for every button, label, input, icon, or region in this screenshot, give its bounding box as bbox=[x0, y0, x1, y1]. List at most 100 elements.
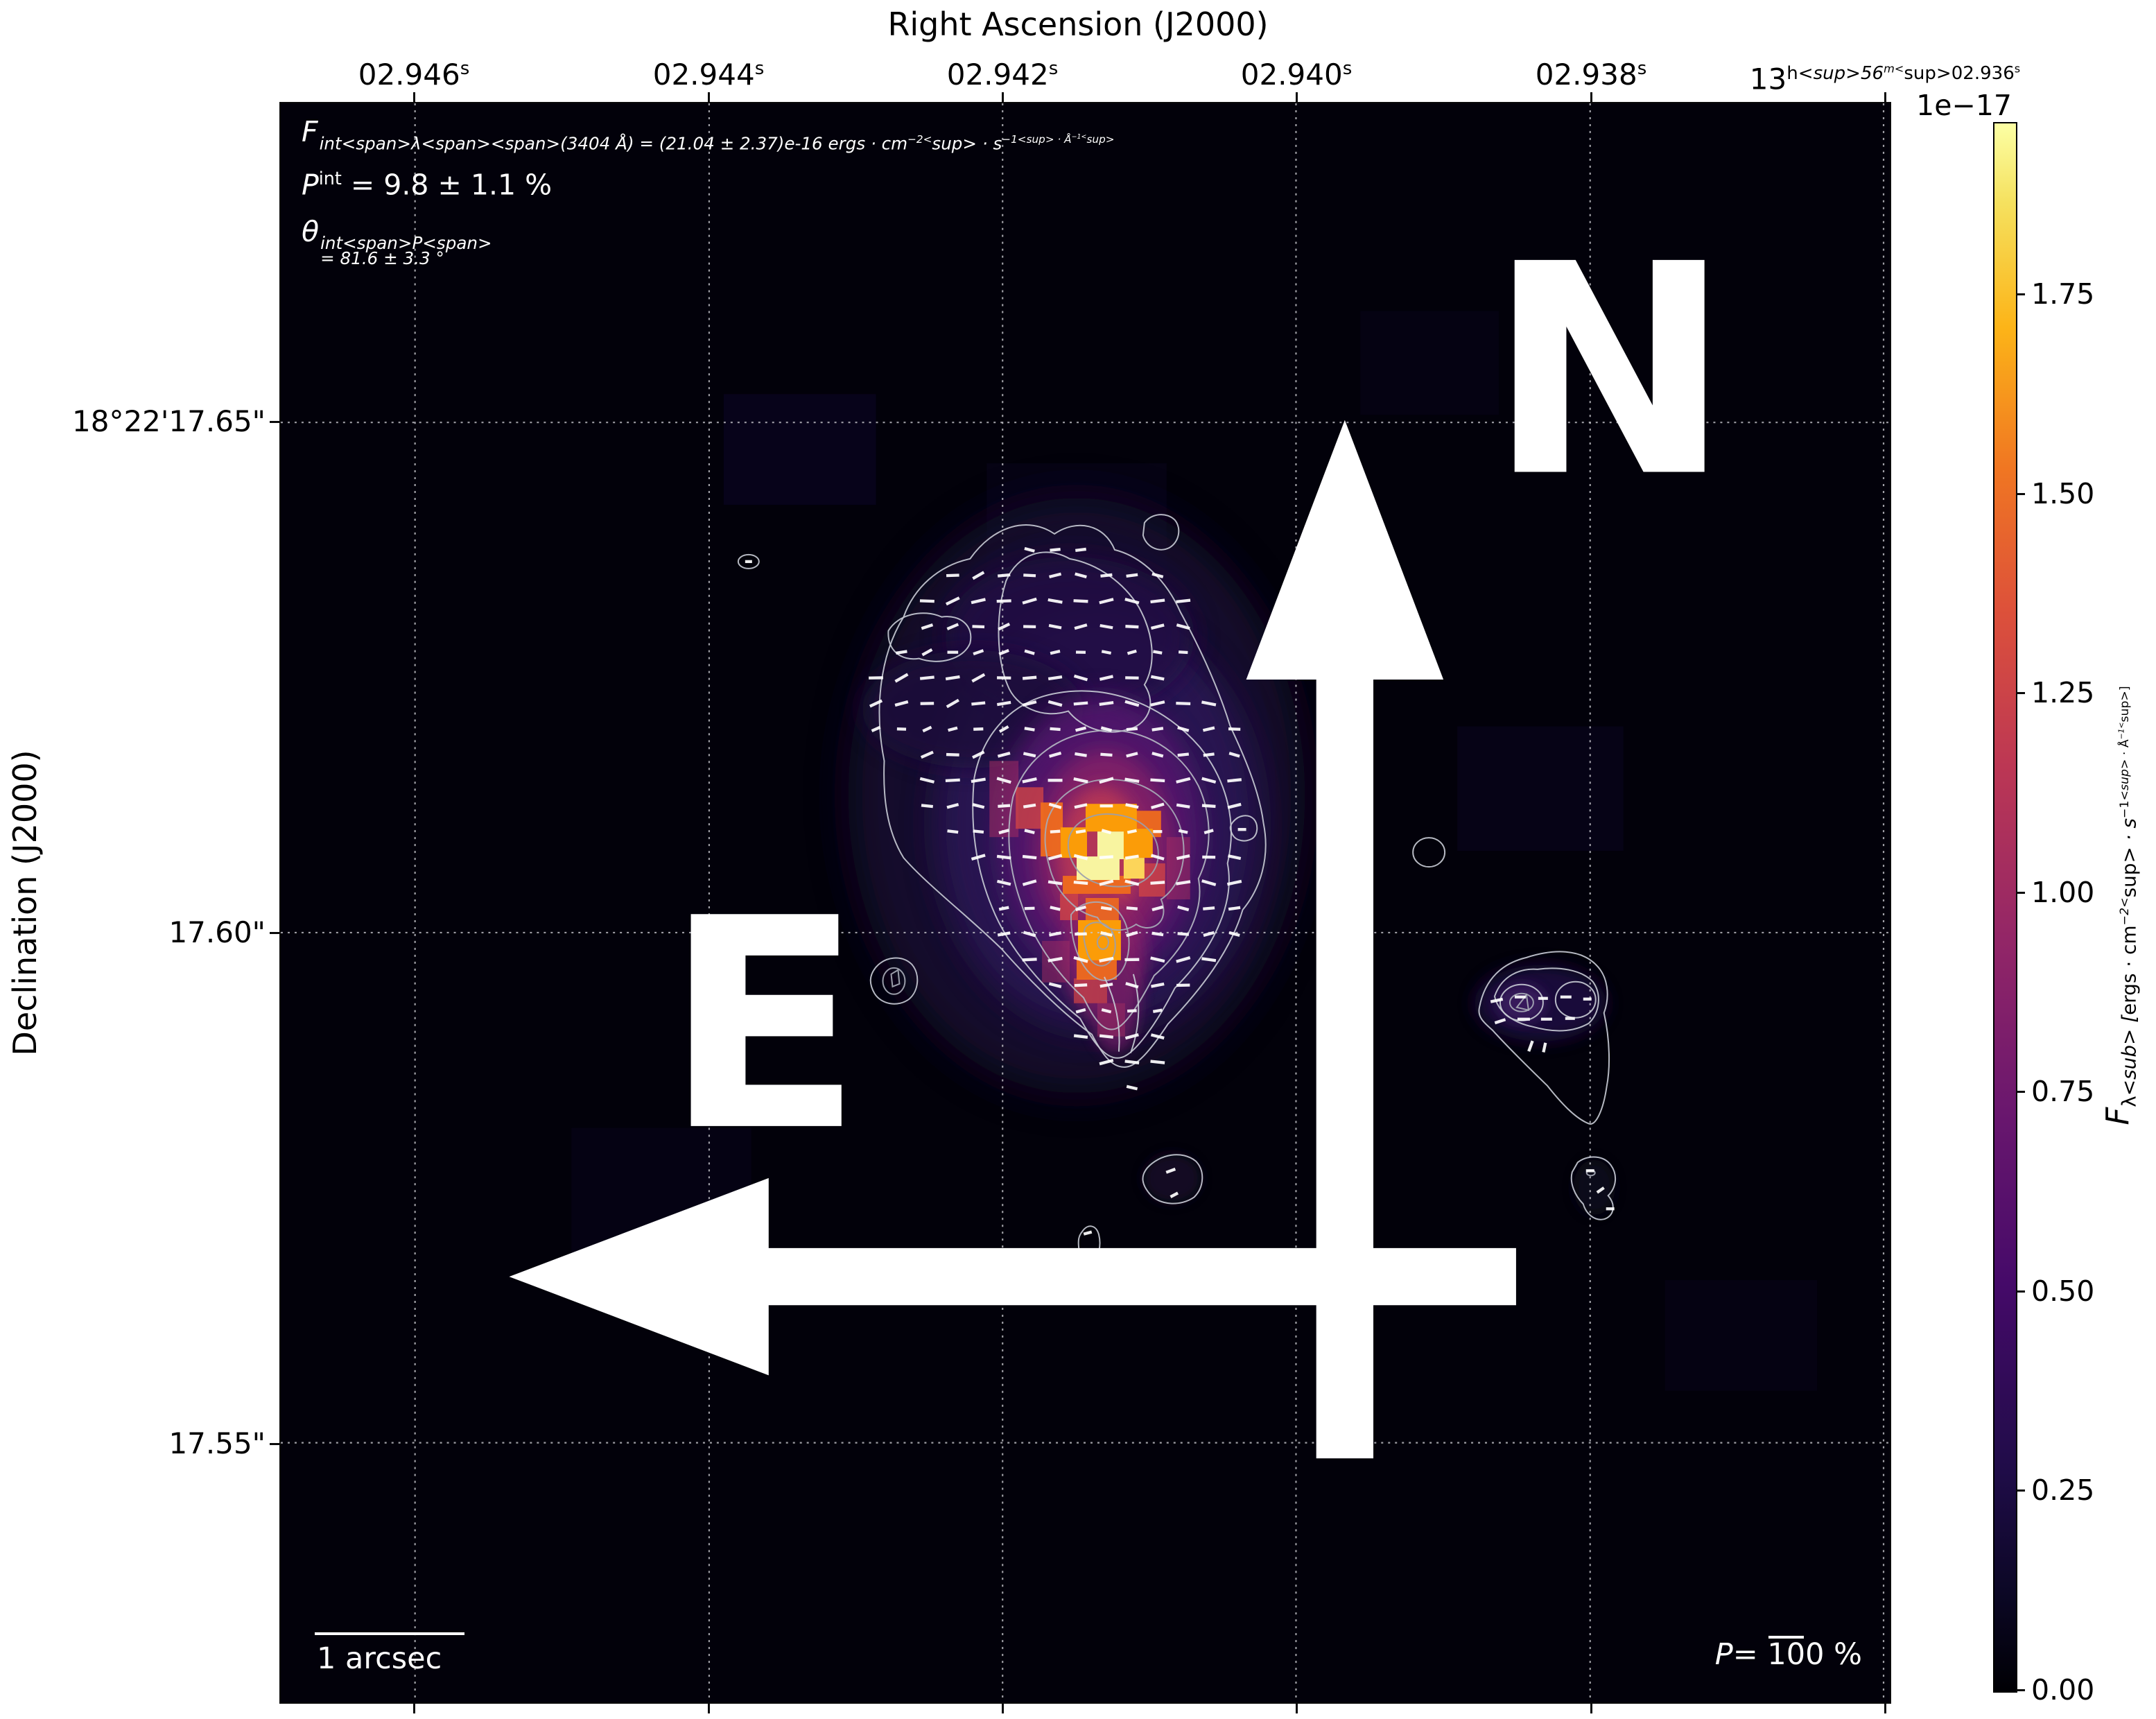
colorbar-tick-mark bbox=[2016, 493, 2025, 495]
x-tick-mark-top bbox=[1884, 92, 1886, 102]
polarization-vector bbox=[1150, 675, 1165, 681]
colorbar-tick-mark bbox=[2016, 1290, 2025, 1293]
polarization-vector bbox=[1124, 1060, 1140, 1064]
flux-contour bbox=[878, 524, 1267, 1068]
polarization-vector bbox=[1152, 1008, 1163, 1013]
polarization-vector bbox=[1150, 778, 1165, 783]
polarization-vector bbox=[1100, 906, 1112, 911]
polarization-vector bbox=[1100, 726, 1113, 732]
polarization-vector bbox=[1127, 1009, 1137, 1013]
polarization-vector bbox=[1022, 854, 1037, 860]
flux-contour bbox=[1493, 967, 1599, 1032]
polarization-vector bbox=[1074, 803, 1088, 809]
polarization-vector bbox=[946, 698, 959, 709]
polarization-vector bbox=[1176, 956, 1191, 963]
flux-pixel bbox=[989, 761, 1019, 838]
polarization-vector bbox=[1075, 752, 1087, 757]
polarization-vector bbox=[1124, 854, 1139, 860]
polarization-vector bbox=[997, 931, 1011, 937]
polarization-vector bbox=[1101, 1008, 1112, 1014]
colorbar-tick-label: 0.25 bbox=[2031, 1474, 2095, 1507]
scalebar-label: 1 arcsec bbox=[317, 1641, 442, 1676]
polarization-vector bbox=[919, 675, 934, 680]
polarization-vector bbox=[1150, 700, 1165, 707]
polarization-vector bbox=[1150, 854, 1165, 861]
polarization-vector bbox=[1022, 597, 1037, 605]
polarization-vector bbox=[1176, 880, 1191, 886]
polarization-vector bbox=[1024, 546, 1035, 553]
x-tick-mark-bottom bbox=[1002, 1704, 1004, 1713]
x-tick-mark-top bbox=[413, 92, 415, 102]
polarization-vector bbox=[1047, 854, 1063, 861]
colorbar-tick-label: 0.75 bbox=[2031, 1075, 2095, 1108]
polarization-vector bbox=[1177, 752, 1190, 757]
x-tick-mark-bottom bbox=[1884, 1704, 1886, 1713]
polarization-vector bbox=[996, 854, 1011, 860]
polarization-vector bbox=[1126, 573, 1138, 578]
polarization-vector bbox=[1596, 1186, 1605, 1194]
compass-north-label: N bbox=[1488, 202, 1731, 541]
polarization-vector bbox=[1228, 906, 1241, 911]
polarization-vector bbox=[1527, 1040, 1534, 1052]
polarization-vector bbox=[1203, 931, 1215, 938]
polarization-vector bbox=[998, 829, 1010, 835]
polarization-scale-legend: P= 100 % bbox=[1714, 1637, 1862, 1672]
polarization-vector bbox=[1049, 572, 1062, 579]
flux-contour bbox=[1008, 729, 1210, 1030]
polarization-vector bbox=[1024, 829, 1035, 835]
x-tick-mark-top bbox=[708, 92, 710, 102]
polarization-vector bbox=[896, 650, 907, 655]
polarization-vector bbox=[1047, 598, 1063, 604]
y-axis-label: Declination (J2000) bbox=[6, 750, 44, 1056]
x-tick-mark-bottom bbox=[1296, 1704, 1298, 1713]
polarization-vector bbox=[922, 725, 932, 733]
polarization-vector bbox=[997, 751, 1011, 758]
polarization-vector bbox=[1024, 727, 1035, 732]
polarization-vector bbox=[1227, 802, 1242, 809]
polarization-vector bbox=[1177, 905, 1190, 912]
polarization-vector bbox=[972, 750, 985, 759]
polarization-vector bbox=[1024, 649, 1035, 655]
polarization-vector bbox=[921, 623, 934, 630]
polarization-vector bbox=[1023, 573, 1036, 578]
x-tick-mark-bottom bbox=[708, 1704, 710, 1713]
polarization-vector bbox=[1099, 956, 1114, 962]
polarization-vector bbox=[1048, 623, 1062, 630]
polarization-vector bbox=[946, 623, 959, 631]
polarization-vector bbox=[1073, 1034, 1088, 1039]
polarization-vector bbox=[1228, 931, 1240, 938]
polarization-vector bbox=[972, 571, 985, 580]
background-patch bbox=[1360, 311, 1499, 415]
polarization-vector bbox=[998, 648, 1009, 656]
polarization-vector bbox=[996, 700, 1011, 707]
polarization-vector bbox=[1150, 881, 1165, 885]
polarization-vector bbox=[1048, 982, 1062, 989]
polarization-vector bbox=[1227, 778, 1242, 783]
scalebar-line bbox=[315, 1632, 464, 1635]
polarization-vector bbox=[1047, 880, 1063, 886]
polarization-vector bbox=[1176, 623, 1190, 630]
colorbar-tick-label: 1.25 bbox=[2031, 676, 2095, 709]
polarization-vector bbox=[920, 750, 934, 759]
x-tick-mark-bottom bbox=[1590, 1704, 1592, 1713]
polarization-vector bbox=[971, 673, 986, 683]
polarization-vector bbox=[921, 648, 933, 657]
polarization-vector bbox=[996, 777, 1011, 784]
polarization-vector bbox=[1125, 982, 1139, 989]
polarization-vector bbox=[1176, 777, 1191, 784]
polarization-vector bbox=[1151, 802, 1165, 809]
polarization-vector bbox=[1022, 700, 1037, 707]
polarization-vector bbox=[1075, 905, 1086, 912]
polarization-vector bbox=[973, 829, 984, 834]
y-tick-mark bbox=[270, 1443, 279, 1445]
colorbar-tick-label: 0.50 bbox=[2031, 1275, 2095, 1308]
polarization-vector bbox=[1201, 957, 1217, 962]
annotation-angle: θ int<span>P<span> = 81.6 ± 3.3 ° bbox=[302, 214, 492, 268]
colorbar-tick-mark bbox=[2016, 1489, 2025, 1492]
polarization-vector bbox=[1153, 650, 1163, 655]
polarization-vector bbox=[1101, 829, 1112, 835]
